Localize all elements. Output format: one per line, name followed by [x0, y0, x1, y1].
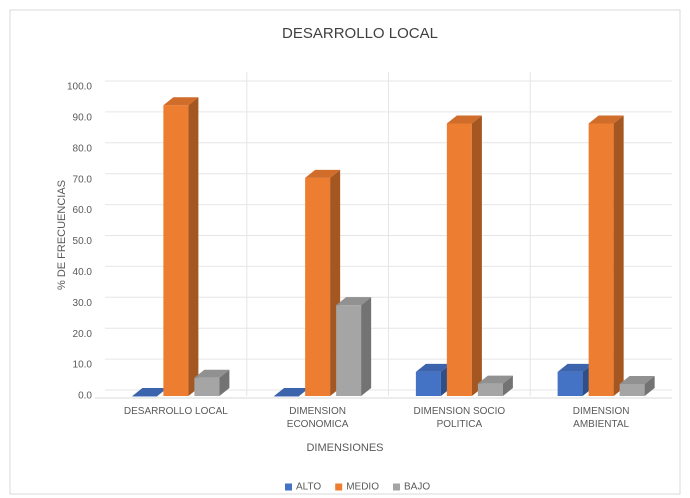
- bar-top-shade: [415, 363, 451, 372]
- x-axis-title: DIMENSIONES: [306, 442, 383, 454]
- bar-top: [619, 375, 655, 384]
- legend-label: BAJO: [404, 482, 430, 493]
- bar-front: [588, 123, 614, 396]
- bar-side-shade: [644, 375, 655, 396]
- bar-side: [502, 375, 513, 396]
- bar-front: [477, 383, 503, 396]
- x-tick-label: DIMENSION SOCIO POLITICA: [413, 406, 506, 430]
- bar-side: [188, 97, 199, 396]
- bar-front: [619, 383, 645, 396]
- bar-top-shade: [274, 388, 310, 396]
- y-tick-label: 40.0: [73, 267, 93, 278]
- bar-top-shade: [477, 375, 513, 384]
- bar-top: [336, 297, 372, 306]
- bar: [588, 115, 624, 396]
- bar: [336, 297, 372, 396]
- y-tick-label: 30.0: [73, 298, 93, 309]
- bar: [446, 115, 482, 396]
- bar-side-shade: [471, 115, 482, 396]
- x-tick-label: DIMENSION AMBIENTAL: [572, 406, 630, 430]
- chart-frame: [9, 9, 681, 495]
- bar-front: [132, 396, 158, 397]
- bar-side-shade: [502, 375, 513, 396]
- legend-swatch: [285, 483, 292, 491]
- bar-front: [274, 396, 300, 397]
- y-tick-label: 80.0: [73, 143, 93, 154]
- y-tick-label: 50.0: [73, 236, 93, 247]
- bar-side-shade: [613, 115, 624, 396]
- bar-top-shade: [336, 297, 372, 306]
- y-tick-label: 20.0: [73, 329, 93, 340]
- bar: [132, 388, 168, 397]
- bar: [194, 369, 230, 396]
- bar-top-shade: [194, 369, 230, 378]
- bar: [619, 375, 655, 396]
- bar-top: [477, 375, 513, 384]
- bar: [557, 363, 593, 396]
- bar: [305, 169, 341, 396]
- bar-side: [471, 115, 482, 396]
- y-tick-label: 100.0: [67, 82, 92, 93]
- bar-top: [274, 388, 310, 396]
- bar-top: [557, 363, 593, 372]
- bar-front: [415, 371, 441, 396]
- legend-label: ALTO: [296, 482, 321, 493]
- bar-side: [644, 375, 655, 396]
- bar-top-shade: [132, 388, 168, 396]
- bar-top: [163, 97, 199, 106]
- y-tick-label: 0.0: [78, 391, 92, 402]
- x-tick-label: DIMENSION ECONOMICA: [286, 406, 349, 430]
- bar-front: [446, 123, 472, 396]
- bar-top: [305, 169, 341, 178]
- bar-top-shade: [446, 115, 482, 124]
- bar-side-shade: [361, 297, 372, 396]
- bar-front: [163, 105, 189, 396]
- x-tick-label: DESARROLLO LOCAL: [123, 406, 228, 417]
- bar-top: [588, 115, 624, 124]
- bar: [274, 388, 310, 397]
- legend-swatch: [392, 483, 400, 491]
- bar-top-shade: [305, 169, 341, 178]
- bar-top: [446, 115, 482, 124]
- bar-top-shade: [557, 363, 593, 372]
- bar-side: [361, 297, 372, 396]
- y-tick-label: 70.0: [73, 174, 93, 185]
- bar-side: [219, 369, 230, 396]
- chart-title: DESARROLLO LOCAL: [282, 25, 438, 42]
- y-axis-title: % DE FRECUENCIAS: [56, 180, 68, 290]
- bar-top: [415, 363, 451, 372]
- y-tick-label: 90.0: [73, 113, 93, 124]
- bar: [163, 97, 199, 396]
- bar-side-shade: [219, 369, 230, 396]
- bar: [415, 363, 451, 396]
- bar-front: [336, 305, 362, 396]
- bar-side: [613, 115, 624, 396]
- y-tick-label: 10.0: [73, 360, 93, 371]
- bar-top-shade: [619, 375, 655, 384]
- bar-top-shade: [163, 97, 199, 106]
- bar-side-shade: [188, 97, 199, 396]
- y-tick-label: 60.0: [73, 205, 93, 216]
- legend-swatch: [335, 483, 343, 491]
- bar-front: [194, 377, 220, 396]
- legend-label: MEDIO: [346, 482, 379, 493]
- bar-front: [557, 371, 583, 396]
- bar-top: [194, 369, 230, 378]
- bar-top-shade: [588, 115, 624, 124]
- bar-top: [132, 388, 168, 396]
- bar-front: [305, 177, 331, 396]
- bar: [477, 375, 513, 396]
